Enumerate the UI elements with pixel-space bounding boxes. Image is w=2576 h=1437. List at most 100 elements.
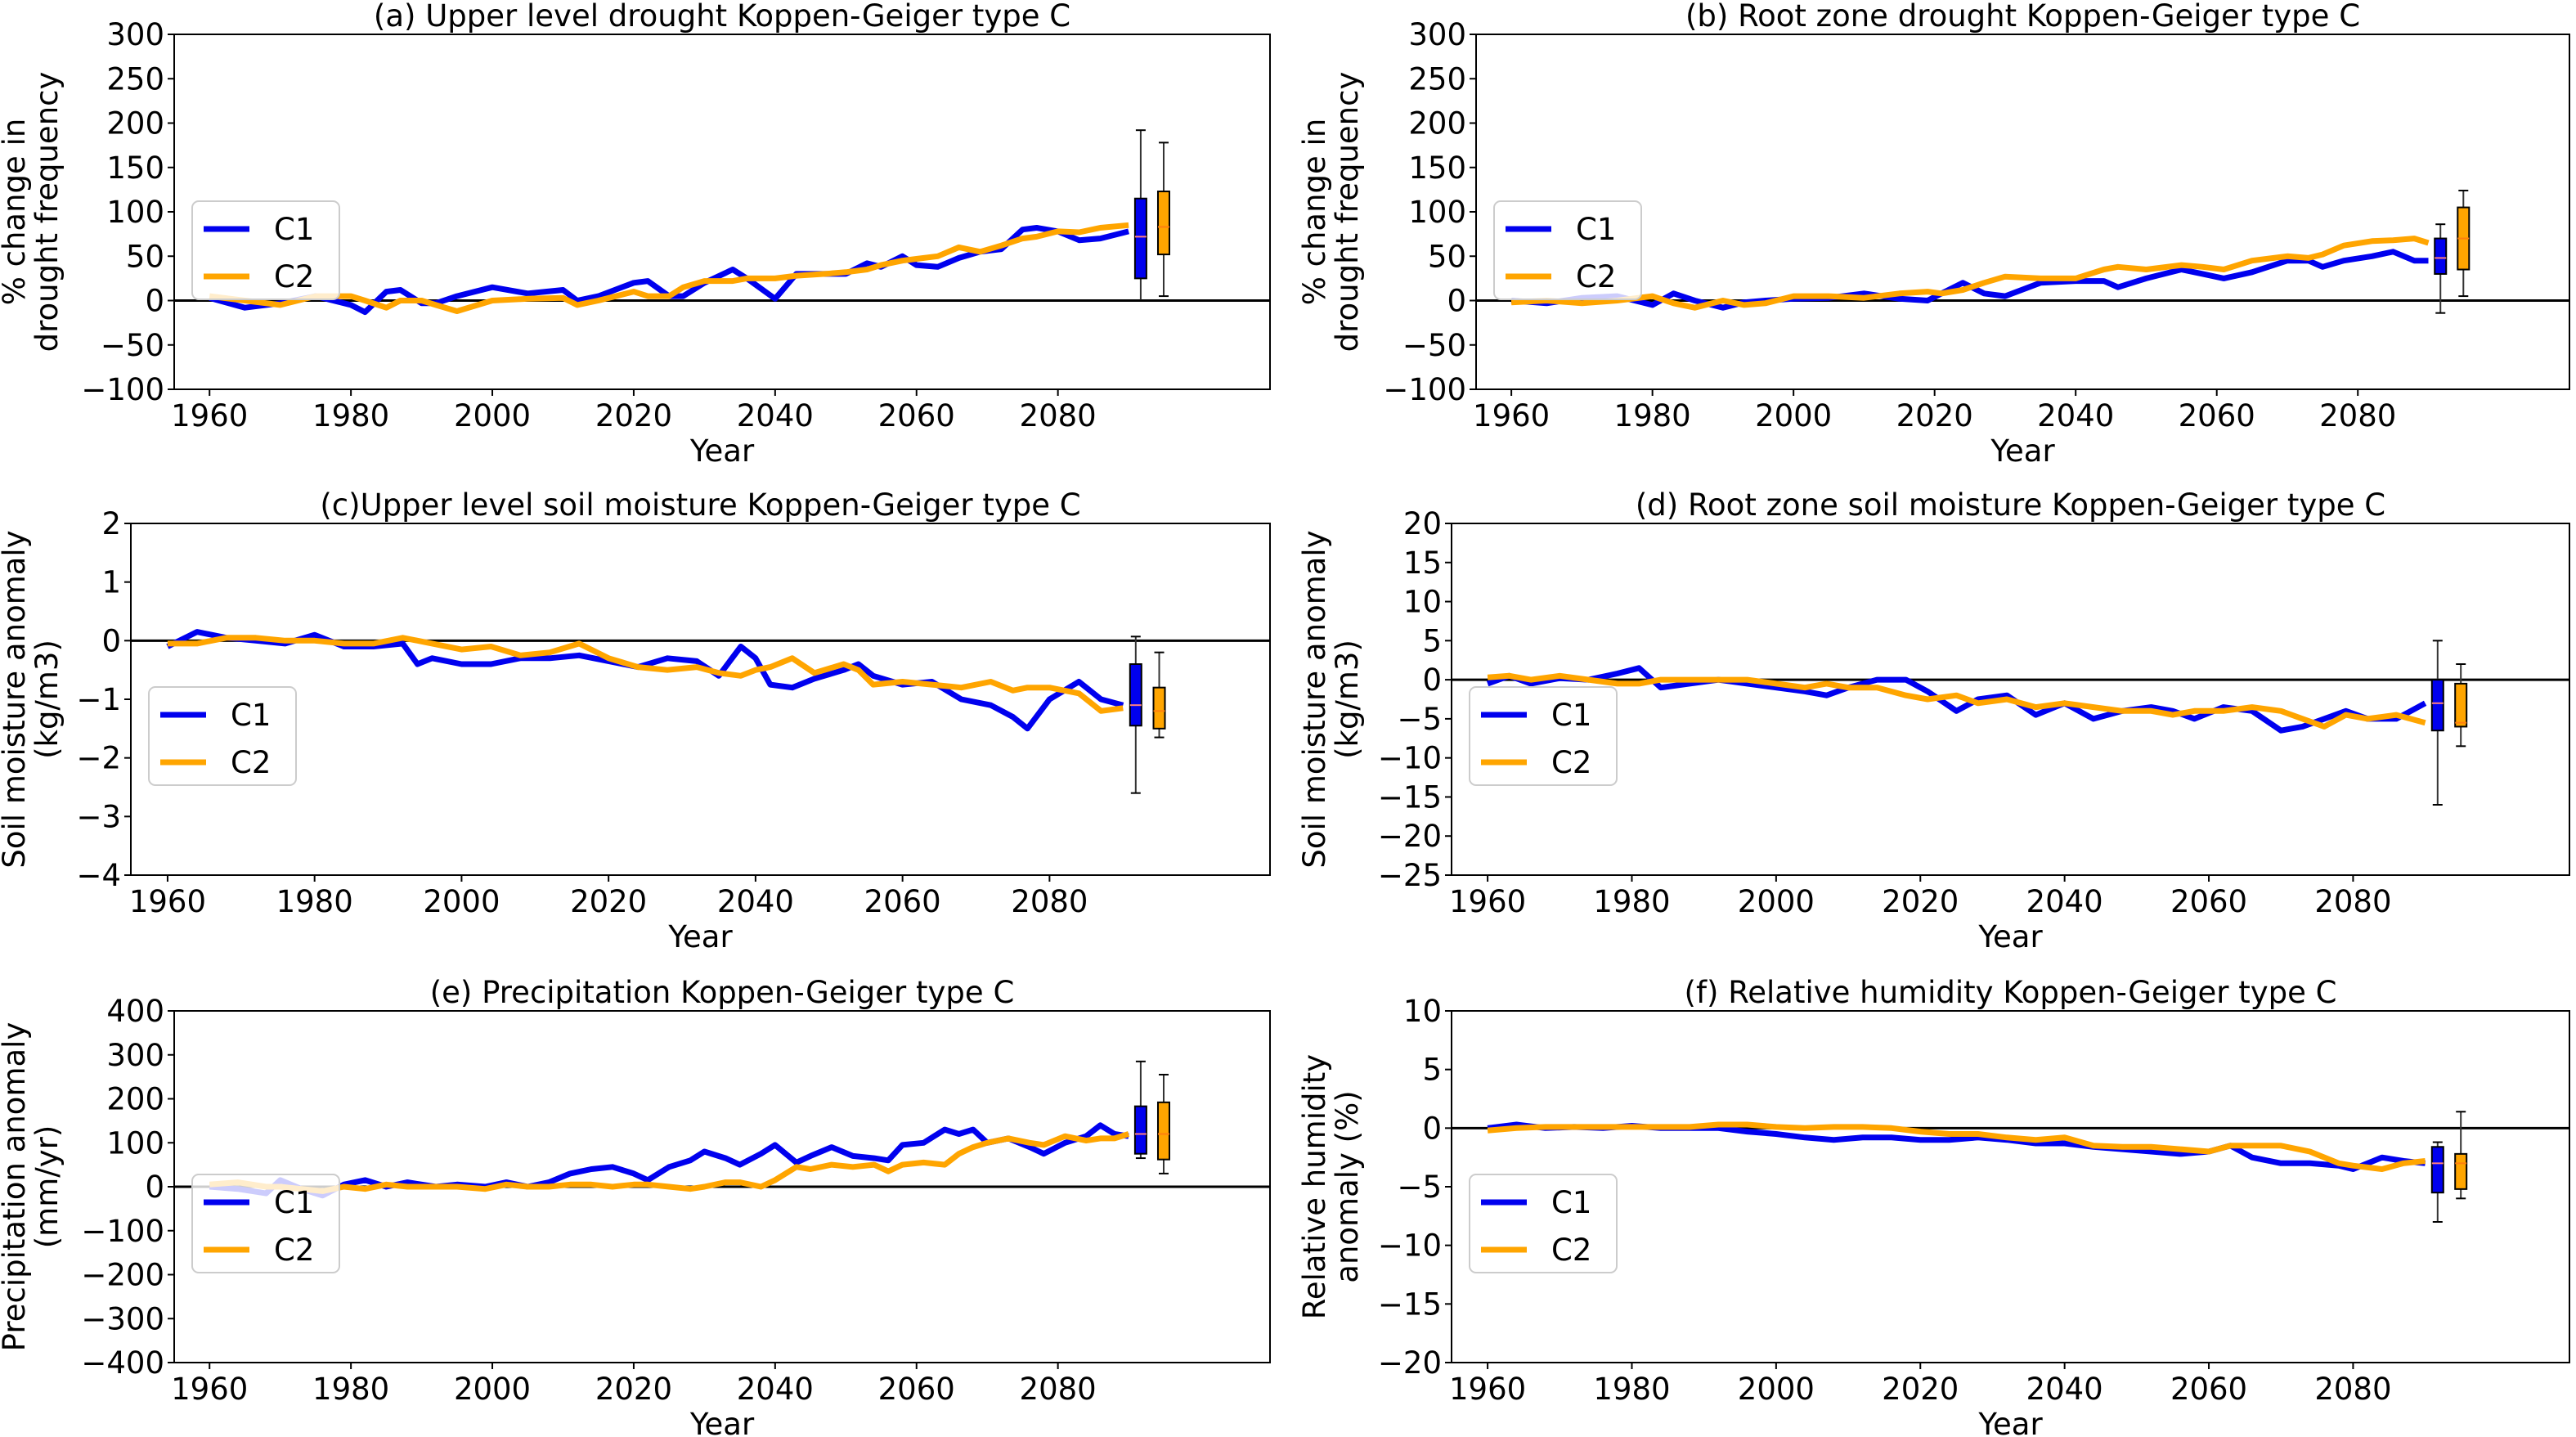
x-tick-label: 1960	[171, 1372, 248, 1407]
y-axis-label: Precipitation anomaly	[0, 1022, 32, 1352]
y-axis-label: anomaly (%)	[1330, 1090, 1365, 1282]
y-tick-label: −3	[76, 799, 121, 834]
boxplot-C2	[2457, 189, 2471, 298]
y-tick-label: −20	[1378, 819, 1442, 854]
x-tick-label: 2000	[423, 884, 500, 919]
legend-label-C2: C2	[1551, 1233, 1591, 1268]
y-axis-label: drought frequency	[29, 72, 65, 353]
y-tick-label: 0	[145, 1170, 164, 1205]
x-axis-label: Year	[1990, 433, 2055, 469]
x-tick-label: 1960	[1449, 1372, 1526, 1407]
y-tick-label: 0	[145, 284, 164, 319]
y-tick-label: −5	[1397, 1170, 1442, 1205]
y-tick-label: 0	[1447, 284, 1466, 319]
y-tick-label: −10	[1378, 1228, 1442, 1264]
boxplot-box	[1152, 686, 1166, 730]
y-tick-label: −100	[81, 1214, 164, 1249]
x-tick-label: 2080	[2319, 398, 2396, 433]
boxplot-box	[1133, 1105, 1147, 1155]
x-tick-label: 1980	[312, 1372, 389, 1407]
x-tick-label: 1980	[1593, 884, 1670, 919]
series-line-C2	[209, 222, 1129, 314]
legend-label-C2: C2	[1551, 745, 1591, 780]
x-tick-label: 2000	[454, 398, 531, 433]
x-tick-label: 1980	[276, 884, 353, 919]
x-tick-label: 2060	[864, 884, 941, 919]
boxplot-C2	[2454, 663, 2468, 748]
y-tick-label: −50	[1402, 328, 1466, 363]
y-tick-label: −15	[1378, 1287, 1442, 1322]
legend-frame	[191, 1174, 340, 1273]
y-tick-label: 250	[1408, 61, 1466, 97]
x-tick-label: 2040	[717, 884, 794, 919]
chart-title: (c)Upper level soil moisture Koppen-Geig…	[320, 487, 1080, 523]
x-tick-label: 1980	[1593, 1372, 1670, 1407]
boxplot-C1	[2430, 1141, 2444, 1223]
x-tick-label: 2060	[878, 1372, 955, 1407]
x-tick-label: 2020	[595, 398, 672, 433]
x-tick-label: 2000	[454, 1372, 531, 1407]
y-axis-label: Relative humidity	[1297, 1054, 1332, 1319]
boxplot-C2	[2454, 1111, 2468, 1200]
x-tick-label: 1980	[312, 398, 389, 433]
boxplot-box	[1156, 191, 1170, 256]
legend-label-C1: C1	[274, 1185, 314, 1220]
y-tick-label: 50	[126, 239, 164, 274]
x-tick-label: 2020	[1896, 398, 1973, 433]
x-tick-label: 2040	[2026, 1372, 2103, 1407]
x-tick-label: 1960	[129, 884, 206, 919]
x-tick-label: 2000	[1755, 398, 1832, 433]
y-tick-label: 5	[1422, 623, 1442, 658]
y-axis-label: (kg/m3)	[29, 640, 65, 759]
x-tick-label: 2020	[1882, 884, 1959, 919]
x-tick-label: 2080	[1020, 1372, 1097, 1407]
series-line-C1	[1486, 665, 2427, 734]
series-line-C2	[167, 635, 1124, 714]
legend-frame	[191, 200, 340, 300]
chart-panel-e: (e) Precipitation Koppen-Geiger type C 19…	[0, 975, 1271, 1437]
y-tick-label: 0	[1422, 662, 1442, 698]
boxplot-box	[1129, 663, 1142, 727]
x-tick-label: 2040	[737, 398, 814, 433]
x-tick-label: 2060	[2170, 1372, 2247, 1407]
y-tick-label: 250	[106, 61, 164, 97]
y-tick-label: −300	[81, 1301, 164, 1336]
y-tick-label: −200	[81, 1258, 164, 1293]
x-tick-label: 2040	[2026, 884, 2103, 919]
legend-label-C1: C1	[274, 212, 314, 247]
x-tick-label: 2000	[1738, 884, 1815, 919]
y-tick-label: 20	[1403, 506, 1442, 541]
axes-frame	[1451, 523, 2570, 876]
x-axis-label: Year	[689, 1407, 755, 1437]
chart-title: (a) Upper level drought Koppen-Geiger ty…	[374, 0, 1070, 34]
y-tick-label: 150	[1408, 150, 1466, 186]
series-line-C1	[1510, 249, 2429, 311]
y-tick-label: 0	[1422, 1111, 1442, 1146]
legend-label-C2: C2	[1576, 259, 1616, 294]
y-axis-label: % change in	[0, 119, 32, 306]
boxplot-C2	[1156, 1073, 1170, 1174]
legend-label-C2: C2	[274, 1233, 314, 1268]
boxplot-box	[2430, 679, 2444, 732]
y-tick-label: −1	[76, 682, 121, 717]
x-axis-label: Year	[689, 433, 755, 469]
boxplot-C1	[2430, 640, 2444, 806]
boxplot-C1	[1129, 635, 1142, 794]
y-tick-label: −400	[81, 1345, 164, 1381]
boxplot-C1	[1133, 129, 1147, 302]
x-tick-label: 2040	[2037, 398, 2114, 433]
y-tick-label: 10	[1403, 994, 1442, 1029]
y-tick-label: 150	[106, 150, 164, 186]
x-tick-label: 2080	[2314, 884, 2391, 919]
y-tick-label: 300	[106, 17, 164, 52]
legend-label-C2: C2	[231, 745, 271, 780]
chart-panel-f: (f) Relative humidity Koppen-Geiger type…	[1297, 975, 2570, 1437]
x-tick-label: 1980	[1614, 398, 1691, 433]
x-tick-label: 2080	[1011, 884, 1088, 919]
y-tick-label: 200	[1408, 106, 1466, 141]
